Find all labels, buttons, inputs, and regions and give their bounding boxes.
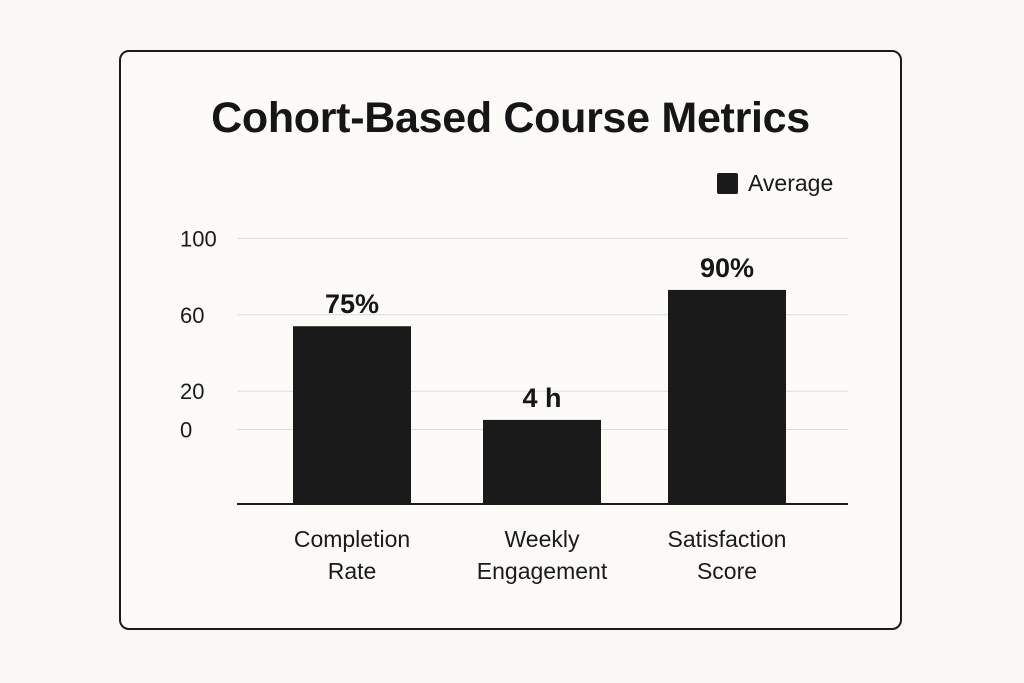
x-tick-label: Rate xyxy=(328,558,377,584)
y-tick-label: 20 xyxy=(180,379,204,404)
data-label: 75% xyxy=(325,289,379,319)
bar xyxy=(668,289,786,504)
x-tick-label: Satisfaction xyxy=(668,526,787,552)
y-tick-label: 100 xyxy=(180,226,217,251)
x-tick-label: Engagement xyxy=(477,558,608,584)
chart-legend: Average xyxy=(717,170,833,197)
data-label: 90% xyxy=(700,253,754,283)
y-tick-label: 60 xyxy=(180,303,204,328)
x-tick-label: Weekly xyxy=(505,526,580,552)
legend-swatch xyxy=(717,173,738,194)
legend-label: Average xyxy=(748,170,834,196)
bar xyxy=(483,419,601,504)
bar xyxy=(293,326,411,504)
x-tick-label: Score xyxy=(697,558,757,584)
data-label: 4 h xyxy=(522,383,561,413)
bar-chart: 0 20 60 100 75% Completion Rate 4 h Weekly Engage… xyxy=(180,226,848,584)
chart-title: Cohort-Based Course Metrics xyxy=(211,94,810,142)
x-tick-label: Completion xyxy=(294,526,410,552)
chart-card: Cohort-Based Course Metrics Average 0 20 6… xyxy=(119,50,902,630)
y-tick-label: 0 xyxy=(180,417,192,442)
